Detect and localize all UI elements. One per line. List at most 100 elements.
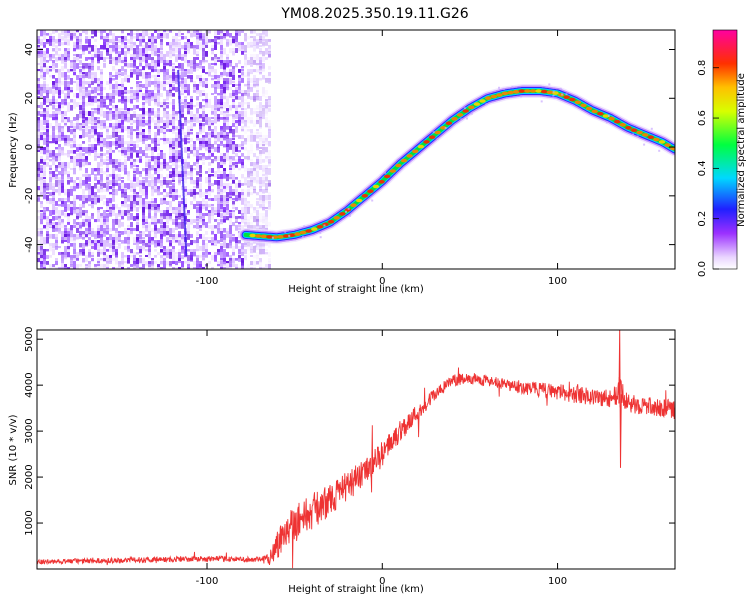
spectrogram-noise-cell — [265, 168, 268, 175]
spectrogram-noise-cell — [136, 153, 139, 158]
spectrogram-noise-cell — [172, 117, 175, 120]
spectrogram-scatter-cell — [632, 133, 634, 136]
spectrogram-noise-cell — [85, 210, 88, 214]
spectrogram-noise-cell — [265, 249, 268, 252]
spectrogram-track-peak — [591, 109, 598, 114]
spectrogram-noise-cell — [214, 81, 217, 85]
spectrogram-noise-cell — [217, 114, 220, 120]
spectrogram-noise-cell — [259, 156, 262, 159]
spectrogram-noise-cell — [205, 213, 208, 216]
spectrogram-noise-cell — [175, 132, 178, 137]
spectrogram-noise-cell — [115, 123, 118, 128]
spectrogram-noise-cell — [256, 105, 259, 110]
spectrogram-track-peak — [630, 128, 638, 132]
spectrogram-noise-cell — [82, 120, 85, 126]
spectrogram-noise-cell — [88, 135, 91, 140]
spectrogram-noise-cell — [235, 147, 238, 152]
spectrogram-noise-cell — [259, 72, 262, 75]
spectrogram-noise-cell — [79, 177, 82, 183]
spectrogram-noise-cell — [217, 168, 220, 173]
spectrogram-noise-cell — [109, 213, 112, 217]
spectrogram-noise-cell — [229, 129, 232, 134]
spectrogram-noise-cell — [109, 234, 112, 241]
spectrogram-noise-cell — [118, 84, 121, 87]
spectrogram-noise-cell — [112, 90, 115, 96]
spectrogram-noise-cell — [70, 231, 73, 238]
spectrogram-noise-cell — [253, 168, 256, 172]
spectrogram-noise-cell — [52, 159, 55, 166]
spectrogram-noise-cell — [94, 126, 97, 130]
spectrogram-noise-cell — [187, 63, 190, 68]
spectrogram-noise-cell — [37, 216, 40, 220]
spectrogram-noise-cell — [58, 39, 61, 43]
spectrogram-noise-cell — [196, 255, 199, 259]
spectrogram-noise-cell — [220, 249, 223, 255]
spectrogram-noise-cell — [91, 147, 94, 151]
spectrogram-noise-cell — [112, 240, 115, 246]
spectrogram-noise-cell — [88, 129, 91, 135]
spectrogram-noise-cell — [67, 153, 70, 158]
spectrogram-noise-cell — [73, 207, 76, 213]
spectrogram-noise-cell — [160, 153, 163, 159]
spectrogram-noise-cell — [226, 198, 229, 204]
spectrogram-noise-cell — [49, 243, 52, 247]
spectrogram-noise-cell — [217, 177, 220, 179]
spectrogram-noise-cell — [79, 69, 82, 74]
spectrogram-noise-cell — [61, 186, 64, 193]
spectrogram-noise-cell — [190, 168, 193, 173]
spectrogram-noise-cell — [172, 99, 175, 105]
spectrogram-noise-cell — [46, 93, 49, 99]
spectrogram-noise-cell — [154, 156, 157, 160]
spectrogram-noise-cell — [61, 234, 64, 237]
spectrogram-noise-cell — [223, 30, 226, 33]
spectrogram-noise-cell — [190, 165, 193, 169]
spectrogram-noise-cell — [121, 96, 124, 102]
spectrogram-noise-cell — [202, 81, 205, 88]
spectrogram-noise-cell — [91, 36, 94, 39]
spectrogram-noise-cell — [100, 159, 103, 165]
spectrogram-noise-cell — [223, 120, 226, 126]
spectrogram-noise-cell — [187, 165, 190, 169]
spectrogram-noise-cell — [130, 165, 133, 169]
spectrogram-noise-cell — [265, 123, 268, 128]
spectrogram-noise-cell — [223, 186, 226, 189]
spectrogram-noise-cell — [52, 243, 55, 249]
spectrogram-noise-cell — [148, 57, 151, 60]
spectrogram-noise-cell — [67, 246, 70, 251]
spectrogram-scatter-cell — [288, 234, 291, 237]
spectrogram-noise-cell — [73, 183, 76, 189]
colorbar-bar — [712, 29, 738, 270]
spectrogram-noise-cell — [46, 150, 49, 156]
spectrogram-noise-cell — [142, 114, 145, 118]
spectrogram-noise-cell — [145, 201, 148, 208]
spectrogram-noise-cell — [148, 234, 151, 240]
spectrogram-noise-cell — [73, 42, 76, 48]
spectrogram-noise-cell — [265, 147, 268, 153]
spectrogram-noise-cell — [139, 69, 142, 72]
spectrogram-noise-cell — [235, 219, 238, 222]
spectrogram-noise-cell — [178, 234, 181, 238]
spectrogram-noise-cell — [175, 66, 178, 69]
spectrogram-noise-cell — [193, 168, 196, 171]
spectrogram-noise-cell — [226, 192, 229, 198]
spectrogram-track-peak — [249, 233, 256, 238]
spectrogram-noise-cell — [235, 126, 238, 133]
spectrogram-noise-cell — [160, 126, 163, 129]
spectrogram-noise-cell — [169, 90, 172, 93]
spectrogram-noise-cell — [91, 63, 94, 68]
spectrogram-noise-cell — [124, 117, 127, 122]
spectrogram-noise-cell — [145, 84, 148, 89]
spectrogram-noise-cell — [109, 258, 112, 263]
spectrogram-noise-cell — [55, 168, 58, 172]
spectrogram-noise-cell — [154, 159, 157, 165]
spectrogram-noise-cell — [52, 81, 55, 86]
spectrogram-noise-cell — [124, 150, 127, 156]
spectrogram-noise-cell — [166, 162, 169, 167]
spectrogram-noise-cell — [40, 84, 43, 88]
spectrogram-noise-cell — [163, 201, 166, 205]
spectrogram-noise-cell — [172, 105, 175, 109]
spectrogram-noise-cell — [184, 96, 187, 99]
spectrogram-noise-cell — [103, 183, 106, 188]
spectrogram-noise-cell — [187, 102, 190, 105]
spectrogram-noise-cell — [250, 39, 253, 43]
